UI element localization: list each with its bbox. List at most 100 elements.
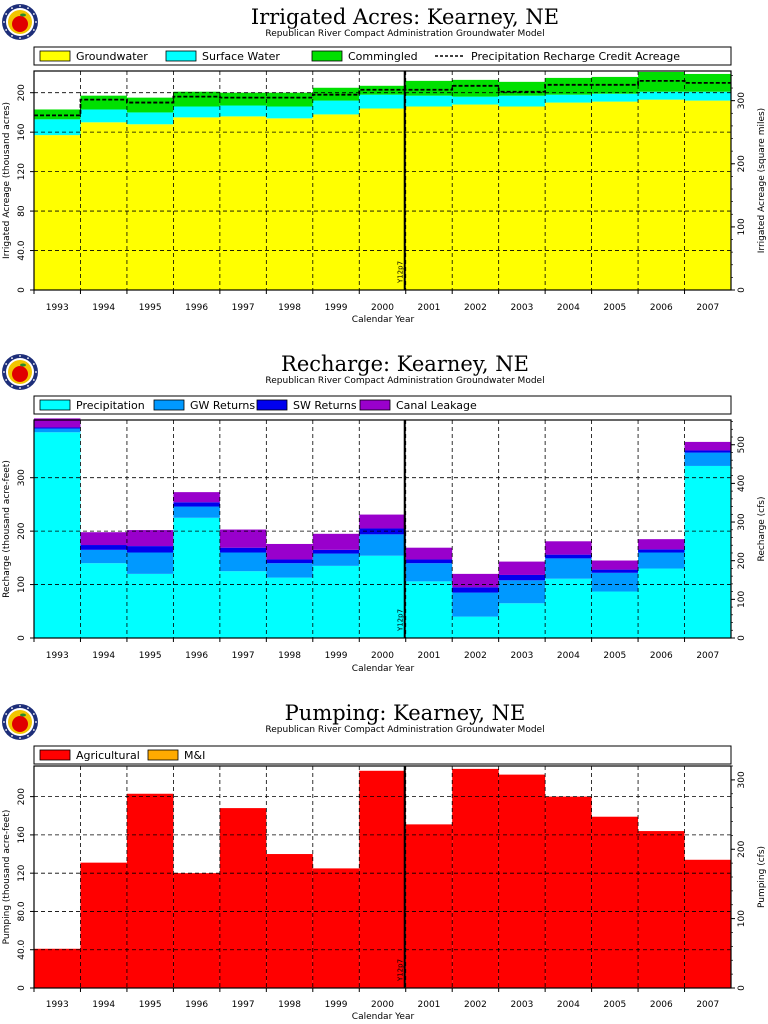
logo-dot [19,355,21,357]
logo-dot [11,384,13,387]
bar-segment [80,549,127,564]
bar-segment [545,796,592,988]
bar-segment [452,616,499,638]
y-tick-label: 160 [17,826,27,843]
bar-segment [173,117,220,290]
x-tick-label: 1999 [325,1000,348,1010]
bar-segment [173,106,220,118]
bar-segment [498,580,546,604]
bar-segment [80,532,127,546]
y-axis-label: Recharge (thousand acre-feet) [2,460,12,598]
bar-segment [498,603,546,638]
x-tick-label: 1999 [325,303,348,313]
marker-label: Y12p7 [397,609,405,632]
legend-label: Agricultural [76,749,140,762]
x-tick-label: 2006 [650,651,673,661]
bar-segment [452,592,499,617]
bar-segment [34,119,81,136]
bar-segment [638,99,685,290]
bar-segment [545,94,592,103]
bar-segment [266,106,313,119]
x-tick-label: 1994 [92,651,115,661]
x-tick-label: 1997 [232,303,255,313]
logo-dot [5,29,8,31]
logo-icon [2,704,38,740]
bar-segment [452,768,499,988]
logo-dot [27,7,29,10]
logo-icon [2,4,38,40]
x-tick-label: 2005 [603,303,626,313]
legend-label: GW Returns [190,399,255,412]
x-tick-label: 2005 [603,651,626,661]
bar-segment [34,418,81,428]
x-tick-label: 1994 [92,303,115,313]
bar-segment [312,549,360,554]
x-tick-label: 2006 [650,303,673,313]
bar-segment [266,559,313,564]
bar-segment [80,95,127,110]
bar-segment [34,109,81,120]
bar-segment [312,533,360,550]
bar-segment [684,859,731,988]
bar-segment [126,112,174,125]
logo-dot [35,21,37,23]
y2-tick-label: 100 [737,590,747,607]
bar-segment [545,578,592,638]
logo-dot [3,371,5,373]
bar-segment [359,85,406,95]
logo-dot [19,705,21,707]
bar-segment [126,546,174,553]
bar-segment [405,95,453,107]
logo-dot [32,379,35,381]
bar-segment [219,571,267,638]
bar-segment [684,452,731,466]
x-tick-label: 2002 [464,651,487,661]
bar-segment [219,116,267,290]
x-tick-label: 2004 [557,303,580,313]
x-tick-label: 1993 [46,1000,69,1010]
bar-segment [452,587,499,593]
logo-dot [32,713,35,715]
logo-dot [27,357,29,360]
legend-swatch [39,749,71,761]
logo-dot [5,363,8,365]
bar-segment [173,91,220,107]
x-tick-label: 2000 [371,1000,394,1010]
y-tick-label: 0 [17,985,27,991]
bar-segment [173,517,220,638]
y-axis-label: Pumping (thousand acre-feet) [2,810,12,945]
x-tick-label: 1998 [278,1000,301,1010]
leaf-icon [20,13,26,17]
bar-segment [591,591,639,638]
bar-segment [219,547,267,553]
bar-segment [545,554,592,559]
bar-segment [34,427,81,429]
logo-dot [32,729,35,731]
bar-segment [34,432,81,638]
y-tick-label: 40.0 [17,240,27,260]
y-tick-label: 120 [17,864,27,881]
bar-segment [80,109,127,123]
logo-dot [19,387,21,389]
bar-segment [405,80,453,96]
x-tick-label: 1993 [46,651,69,661]
y-tick-label: 300 [17,469,27,486]
bar-segment [638,831,685,988]
bar-segment [312,565,360,638]
logo-dot [11,34,13,37]
legend-label: Groundwater [76,50,148,63]
y2-axis-label: Recharge (cfs) [757,496,767,561]
logo-dot [27,384,29,387]
logo-dot [19,37,21,39]
legend-swatch [256,399,288,411]
x-tick-label: 2002 [464,1000,487,1010]
bar-segment [638,552,685,569]
bar-segment [684,100,731,290]
bar-segment [638,549,685,553]
legend-box [33,745,732,765]
logo-dot [5,13,8,15]
logo-dot [27,734,29,737]
x-tick-label: 2007 [696,1000,719,1010]
x-tick-label: 2001 [418,303,441,313]
